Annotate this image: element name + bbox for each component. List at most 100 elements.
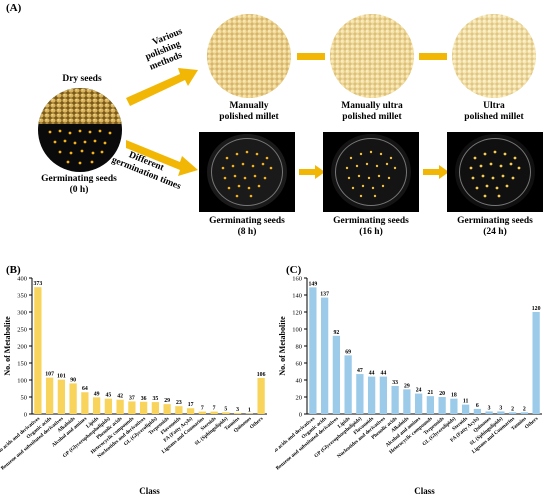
chart-c-bar — [508, 412, 517, 414]
chart-b-bar — [257, 377, 265, 414]
caption-8h-line1: Germinating seeds — [209, 216, 285, 226]
chart-c-bar — [497, 411, 505, 414]
manually-ultra-polished-millet-photo — [330, 14, 414, 98]
chart-c-value-label: 11 — [463, 399, 469, 405]
caption-germinating-8h: Germinating seeds (8 h) — [187, 216, 307, 238]
panel-a-arrows — [126, 68, 198, 176]
chart-b-bar — [222, 412, 230, 414]
chart-b-value-label: 7 — [201, 406, 204, 412]
chart-b-value-label: 1 — [248, 408, 251, 414]
caption-germinating-16h: Germinating seeds (16 h) — [311, 216, 431, 238]
chart-b-bar — [81, 392, 89, 414]
chart-b-bar — [104, 398, 113, 414]
chart-b-y-tick-label: 350 — [17, 293, 27, 300]
chart-b-y-axis-label: No. of Metabolite — [3, 316, 12, 376]
chart-c-bar — [473, 408, 482, 414]
chart-b-bar — [34, 287, 42, 414]
chart-c-bar — [356, 374, 364, 414]
chart-c-category-label: Others — [524, 416, 540, 430]
chart-b-value-label: 36 — [141, 396, 147, 402]
seeds-8h — [221, 150, 273, 198]
chart-c-value-label: 18 — [451, 393, 457, 399]
chart-b: 0 50 100 150 200 250 300 350 400 No. of Metabolit… — [0, 276, 267, 496]
chart-c-bar — [438, 397, 446, 414]
germinating-seeds-0h-label: Germinating seeds (0 h) — [14, 174, 144, 196]
chart-b-bar — [175, 406, 183, 414]
chart-c-y-tick-label: 20 — [296, 395, 303, 402]
chart-c-value-label: 33 — [392, 380, 398, 386]
chart-c-y-tick-label: 120 — [292, 310, 302, 317]
chart-c-bar — [520, 412, 529, 414]
seeds-24h — [469, 150, 521, 198]
chart-c-bar — [344, 355, 352, 414]
chart-b-value-label: 3 — [236, 407, 239, 413]
chart-c: 0 20 40 60 80 100 120 140 160 No. of Metabolite 14… — [275, 276, 542, 496]
chart-c-y-tick-label: 60 — [296, 361, 303, 368]
chart-c-value-label: 137 — [320, 292, 329, 298]
chart-c-value-label: 44 — [380, 371, 386, 377]
chart-b-bar — [210, 411, 218, 414]
germination-arrow-icon — [126, 140, 198, 176]
chart-b-y-tick-label: 250 — [17, 327, 27, 334]
chart-c-bar — [403, 389, 411, 414]
panel-c-label: (C) — [286, 264, 302, 276]
chart-c-bar — [414, 393, 423, 414]
chart-c-value-label: 3 — [499, 405, 502, 411]
chart-c-value-label: 6 — [476, 403, 479, 409]
chart-c-y-tick-label: 80 — [296, 344, 303, 351]
caption-manually-ultra-polished: Manually ultra polished millet — [312, 101, 432, 123]
arrow-8h-to-16h-icon — [299, 165, 325, 179]
chart-c-bar — [485, 411, 493, 414]
chart-c-value-label: 44 — [369, 371, 375, 377]
chart-c-bar — [379, 376, 388, 414]
chart-c-bar — [309, 287, 317, 414]
chart-c-y-tick-label: 40 — [296, 378, 303, 385]
chart-c-bar — [367, 376, 376, 414]
dry-seeds-label: Dry seeds — [62, 74, 102, 84]
ultra-polished-millet-photo — [452, 14, 536, 98]
chart-c-value-label: 47 — [357, 368, 363, 374]
chart-c-bar — [332, 335, 341, 414]
chart-c-y-axis-label: No. of Metabolite — [278, 316, 287, 376]
caption-8h-line2: (8 h) — [237, 227, 257, 237]
chart-b-bar — [139, 401, 148, 414]
chart-b-bar — [151, 402, 160, 414]
dish-16h-photo — [323, 132, 419, 212]
caption-24h-line2: (24 h) — [483, 227, 507, 237]
chart-b-value-label: 90 — [70, 377, 76, 383]
chart-b-y-tick-label: 200 — [17, 344, 27, 351]
chart-b-y-tick-label: 300 — [17, 310, 27, 317]
chart-b-bar — [92, 397, 101, 414]
chart-b-bar — [163, 404, 171, 414]
chart-c-value-label: 21 — [427, 390, 433, 396]
germinating-seeds-0h-line2: (0 h) — [69, 185, 89, 195]
chart-b-bar — [128, 401, 136, 414]
caption-ultra-polished: Ultra polished millet — [434, 101, 550, 123]
chart-b-value-label: 37 — [129, 395, 135, 401]
arrow-16h-to-24h-icon — [423, 165, 449, 179]
chart-b-value-label: 64 — [82, 386, 88, 392]
dry-and-germinating-seeds-photo — [38, 88, 122, 172]
connector-bar-1 — [297, 53, 325, 60]
caption-16h-line2: (16 h) — [359, 227, 383, 237]
chart-b-bar — [45, 377, 54, 414]
chart-c-bar — [320, 297, 329, 414]
chart-b-y-tick-label: 150 — [17, 361, 27, 368]
chart-c-value-label: 2 — [523, 406, 526, 412]
chart-b-y-tick-label: 100 — [17, 378, 27, 385]
chart-c-value-label: 20 — [439, 391, 445, 397]
chart-c-bar — [391, 385, 399, 414]
connector-bar-2 — [419, 53, 447, 60]
chart-c-y-tick-label: 140 — [292, 293, 302, 300]
chart-c-value-label: 92 — [333, 330, 339, 336]
dish-24h-photo — [447, 132, 543, 212]
chart-b-value-label: 35 — [152, 396, 158, 402]
chart-c-value-label: 3 — [488, 405, 491, 411]
caption-manually-ultra-line1: Manually ultra — [341, 101, 403, 111]
dish-8h-photo — [199, 132, 295, 212]
chart-b-bar — [69, 383, 77, 414]
chart-c-bar — [426, 396, 435, 414]
chart-b-value-label: 107 — [45, 372, 54, 378]
chart-c-value-label: 149 — [309, 281, 318, 287]
caption-manually-ultra-line2: polished millet — [342, 112, 402, 122]
